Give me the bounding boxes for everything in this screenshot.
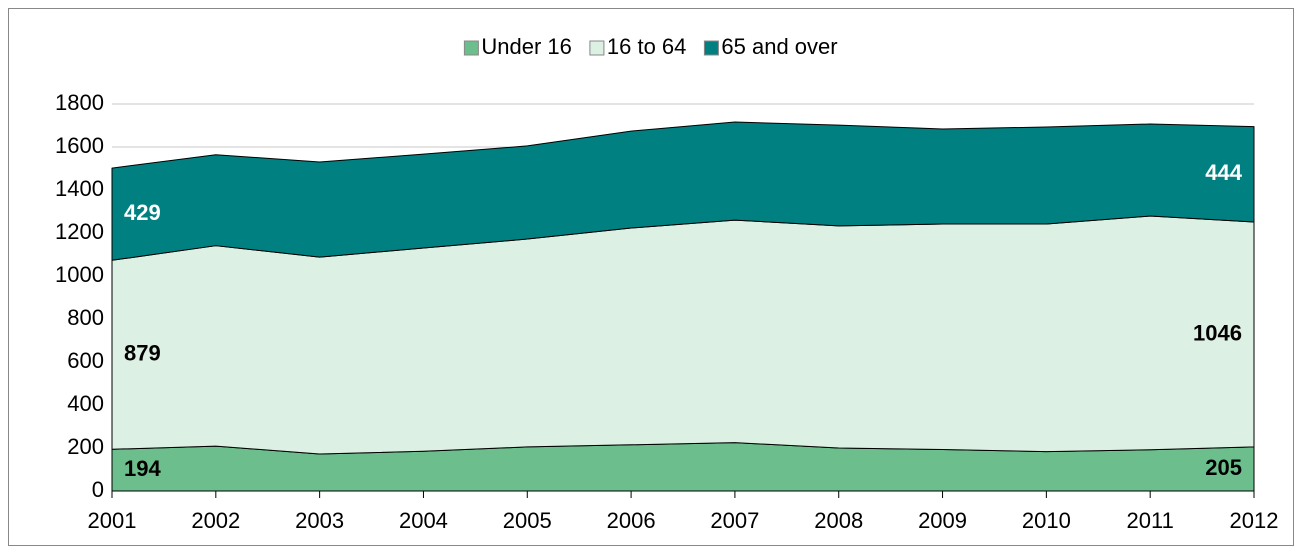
x-tick-label: 2003: [295, 508, 344, 533]
y-tick-label: 1400: [55, 176, 104, 201]
y-tick-label: 1800: [55, 90, 104, 115]
value-label: 194: [124, 456, 161, 481]
value-label: 444: [1205, 160, 1242, 185]
labels: 194 205 879 1046 429 444: [124, 160, 1243, 481]
x-tick-label: 2010: [1022, 508, 1071, 533]
y-tick-label: 1200: [55, 219, 104, 244]
x-tick-label: 2011: [1127, 508, 1174, 533]
value-label: 429: [124, 200, 161, 225]
x-tick-label: 2008: [814, 508, 863, 533]
x-tick-label: 2005: [503, 508, 552, 533]
value-label: 1046: [1193, 320, 1242, 345]
legend-swatch: [463, 40, 479, 56]
x-tick-label: 2001: [88, 508, 137, 533]
legend-label: Under 16: [481, 34, 572, 59]
y-tick-label: 0: [92, 477, 104, 502]
area: [111, 121, 1255, 261]
legend-label: 16 to 64: [607, 34, 687, 59]
x-tick-label: 2006: [607, 508, 656, 533]
y-tick-label: 600: [67, 348, 104, 373]
y-tick-label: 400: [67, 391, 104, 416]
x-tick-label: 2002: [191, 508, 240, 533]
legend-label: 65 and over: [721, 34, 837, 59]
legend-swatch: [589, 40, 605, 56]
legend: Under 16 16 to 64 65 and over: [463, 34, 838, 59]
areas: [111, 121, 1255, 492]
legend-item: 16 to 64: [589, 34, 687, 59]
legend-swatch: [703, 40, 719, 56]
legend-item: 65 and over: [703, 34, 838, 59]
value-label: 879: [124, 341, 161, 366]
value-label: 205: [1205, 455, 1242, 480]
x-tick-label: 2009: [918, 508, 967, 533]
x-tick-label: 2012: [1230, 508, 1279, 533]
y-tick-label: 800: [67, 305, 104, 330]
y-tick-label: 200: [67, 434, 104, 459]
legend-item: Under 16: [463, 34, 572, 59]
x-tick-label: 2007: [710, 508, 759, 533]
x-tick-label: 2004: [399, 508, 448, 533]
y-tick-label: 1600: [55, 133, 104, 158]
axes: 0 200 400 600 800 1000 1200 1400 1600 1800 2001 200…: [55, 90, 1278, 533]
y-tick-label: 1000: [55, 262, 104, 287]
